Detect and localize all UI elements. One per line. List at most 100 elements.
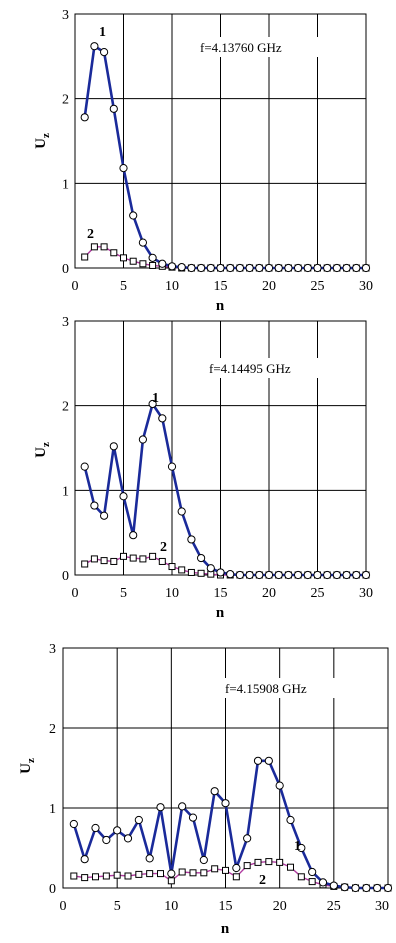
chart-3-ylabel-sub: z — [25, 758, 37, 763]
chart-3-series-2-point — [222, 866, 229, 874]
chart-2-series-1-point — [129, 531, 138, 540]
chart-2-ytick-2: 2 — [62, 400, 69, 415]
chart-2-ylabel-main: U — [33, 447, 49, 458]
chart-1-series-1-point — [158, 259, 167, 268]
chart-3-xtick-20: 20 — [273, 899, 287, 914]
chart-2-ylabel: Uz — [33, 442, 52, 458]
chart-2-xlabel: n — [216, 605, 225, 621]
chart-3-series-1-point — [373, 883, 382, 893]
chart-2-series-1-point — [294, 570, 303, 580]
chart-2-series-2-point — [129, 554, 137, 562]
chart-2-series-1-point — [138, 435, 147, 444]
chart-1-series-1-point — [80, 113, 89, 122]
chart-3-series-1-point — [188, 813, 198, 822]
chart-1-series-1-point — [187, 263, 196, 273]
chart-3-series-2-point — [287, 863, 294, 871]
chart-1-series-1-point — [303, 263, 312, 273]
chart-3-series-1-point — [232, 863, 241, 873]
chart-2-yticks: 0 1 2 3 — [62, 315, 69, 584]
chart-2-series-1-point — [352, 570, 361, 580]
chart-2-series-2-point — [187, 568, 195, 576]
chart-2-series-2-point — [81, 560, 89, 568]
chart-3-series-1-point — [383, 883, 393, 893]
chart-1-series-2-point — [81, 253, 89, 261]
chart-3-series-2-point — [297, 873, 305, 881]
chart-1-series-2-point — [110, 249, 118, 257]
chart-3-annotation: f=4.15908 GHz — [225, 681, 307, 696]
chart-2-series-1-point — [235, 570, 244, 580]
chart-1-series-1-point — [274, 263, 283, 273]
chart-2-series-1-point — [109, 442, 118, 451]
chart-1-series-1-point — [138, 238, 147, 247]
chart-2-series-1-point — [177, 507, 186, 516]
chart-3-series-2-point — [146, 870, 154, 878]
chart-1-series-1-point — [177, 263, 186, 272]
chart-2-xtick-20: 20 — [262, 586, 276, 601]
chart-3-series-1-point — [297, 843, 306, 853]
chart-3-series-2-point — [157, 870, 164, 878]
chart-3-series-1-point — [102, 835, 111, 845]
chart-3-series-1-point — [134, 815, 143, 825]
chart-2-annotation-bg — [206, 358, 364, 378]
chart-3-series-2-point — [200, 869, 208, 877]
chart-1-series-1-point — [352, 263, 361, 273]
chart-1-series-1-point — [90, 42, 99, 51]
chart-1-series-1-point — [100, 48, 109, 57]
chart-3-series-2-point — [254, 858, 262, 866]
chart-3-xticks: 0 5 10 15 20 25 30 — [60, 899, 390, 914]
chart-2-ytick-3: 3 — [62, 315, 69, 330]
chart-1-xtick-25: 25 — [311, 279, 325, 294]
chart-3-series-2-point — [178, 868, 186, 876]
chart-1-series-2-point — [129, 257, 137, 265]
chart-3-series-1-point — [199, 855, 208, 865]
chart-3-series-1-point — [286, 815, 295, 825]
chart-3-xtick-10: 10 — [164, 899, 178, 914]
chart-2-annotation: f=4.14495 GHz — [209, 361, 291, 376]
chart-2-series-1-point — [264, 570, 274, 580]
chart-3-series-2-point — [81, 874, 89, 882]
chart-3-series-2-label: 2 — [259, 873, 266, 888]
chart-1-xlabel: n — [216, 298, 225, 314]
chart-2-series-2-label: 2 — [160, 540, 167, 555]
chart-3-series-1-point — [178, 802, 187, 811]
chart-1-series-1-point — [119, 163, 128, 173]
chart-3-series-1-point — [264, 756, 273, 765]
chart-3-xtick-25: 25 — [327, 899, 341, 914]
chart-1-series-1-point — [284, 263, 293, 273]
chart-2-ytick-1: 1 — [62, 484, 69, 499]
chart-3-series-layer — [69, 756, 393, 893]
chart-1-series-1-point — [245, 263, 254, 273]
chart-3-series-1-point — [275, 781, 284, 790]
chart-1-series-1-point — [264, 263, 274, 273]
chart-2-xtick-5: 5 — [120, 586, 127, 601]
chart-3-series-1-point — [362, 883, 371, 893]
chart-2-series-1-point — [284, 570, 293, 580]
chart-2-series-2-point — [197, 569, 205, 577]
chart-2-ytick-0: 0 — [62, 569, 69, 584]
chart-1-annotation: f=4.13760 GHz — [200, 40, 282, 55]
chart-3-series-1-point — [113, 826, 122, 835]
chart-1-yticks: 0 1 2 3 — [62, 8, 69, 277]
chart-2-xticks: 0 5 10 15 20 25 30 — [72, 586, 374, 601]
chart-1-series-1-point — [129, 211, 138, 220]
chart-2-xtick-15: 15 — [214, 586, 228, 601]
chart-3-series-2-point — [113, 871, 121, 879]
chart-3-xlabel: n — [221, 921, 230, 937]
chart-2-series-1-point — [100, 511, 109, 520]
chart-3-series-1-point — [243, 834, 252, 843]
chart-3-xtick-30: 30 — [375, 899, 389, 914]
chart-1-series-1-point — [294, 263, 303, 273]
chart-1-series-1-point — [342, 263, 351, 273]
chart-3-ytick-0: 0 — [49, 882, 56, 897]
chart-1-annotation-bg — [197, 37, 358, 57]
chart-2-series-1-point — [80, 462, 89, 471]
chart-3-series-1-point — [80, 855, 89, 864]
chart-1-xtick-10: 10 — [165, 279, 179, 294]
chart-2-series-1-point — [303, 570, 312, 580]
chart-1-series-layer — [80, 42, 371, 273]
chart-2-series-1-point — [342, 570, 351, 580]
chart-1-series-1-point — [332, 263, 341, 273]
chart-3-series-1-point — [156, 803, 165, 812]
chart-1-xtick-20: 20 — [262, 279, 276, 294]
chart-3-xtick-0: 0 — [60, 899, 67, 914]
